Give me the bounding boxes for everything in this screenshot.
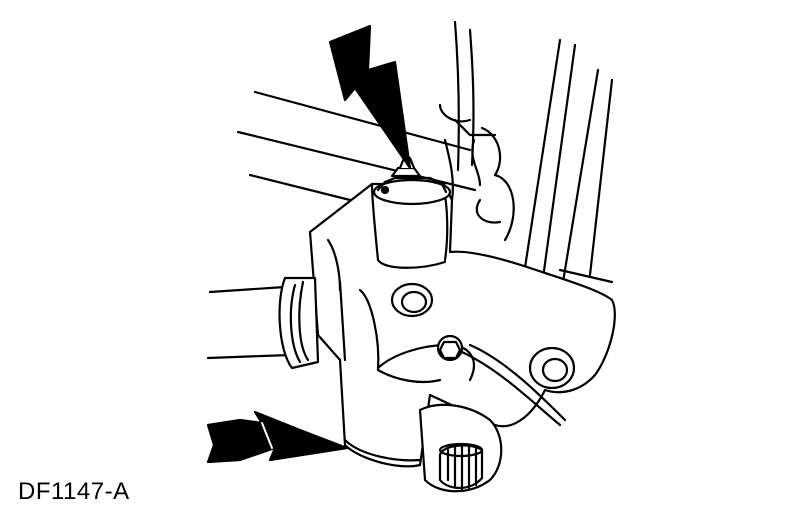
hub-boss	[206, 276, 320, 370]
figure-id-label: DF1147-A	[18, 478, 130, 505]
ball-joint-stud	[418, 403, 503, 493]
bushings	[390, 282, 576, 390]
arrow-bottom	[206, 410, 349, 464]
pinch-bolt-boss	[372, 156, 452, 206]
sensor-bracket	[376, 334, 567, 427]
arrow-top	[328, 24, 412, 170]
